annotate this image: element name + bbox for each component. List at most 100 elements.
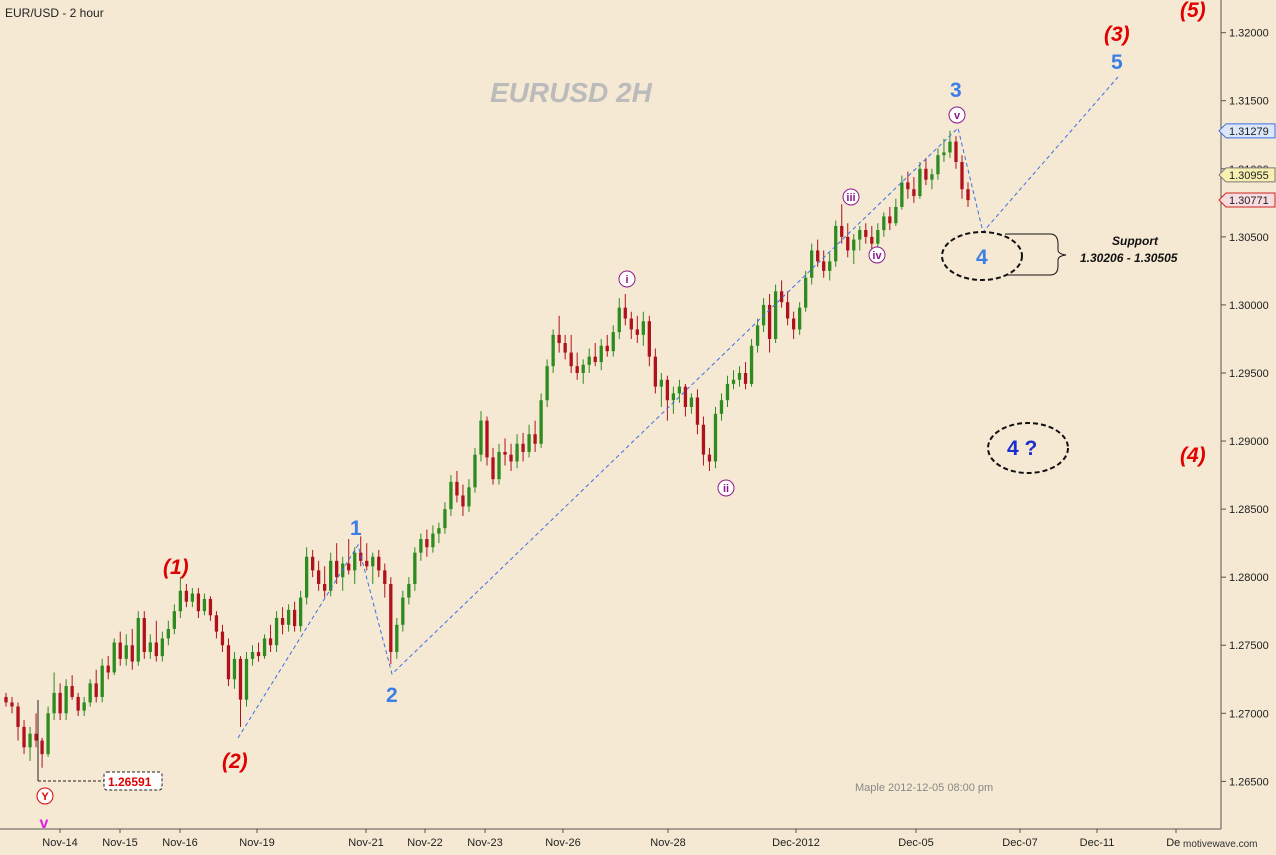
wave-minor-iv: iv	[868, 246, 886, 264]
svg-text:i: i	[625, 274, 628, 286]
candle-body	[274, 618, 279, 646]
candle-body	[539, 400, 543, 444]
candle-body	[196, 593, 201, 612]
candle-body	[365, 560, 369, 567]
y-tick-label: 1.29000	[1229, 436, 1269, 448]
candle-body	[894, 206, 898, 224]
candle-body	[659, 379, 664, 387]
candle-body	[906, 182, 910, 190]
x-tick-label: Dec-05	[898, 837, 933, 849]
alt-wave4-label: 4 ?	[1007, 437, 1037, 460]
candle-body	[852, 239, 856, 251]
candle-body	[124, 645, 128, 659]
candle-body	[701, 424, 706, 455]
candle-body	[479, 420, 483, 455]
candle-body	[154, 642, 158, 657]
candle-body	[262, 638, 267, 657]
chart-title: EUR/USD - 2 hour	[5, 6, 104, 20]
candle-body	[966, 189, 970, 201]
candle-body	[749, 345, 754, 384]
wave-blue-3: 3	[950, 79, 962, 102]
price-tag-label: 1.30771	[1229, 195, 1269, 207]
candle-body	[383, 570, 387, 584]
v-marker: v	[40, 815, 49, 832]
x-tick-label: Dec-07	[1002, 837, 1037, 849]
candle-body	[557, 334, 561, 344]
candle-body	[142, 618, 146, 653]
x-tick-label: Nov-15	[102, 837, 137, 849]
candle-body	[581, 364, 585, 373]
candle-body	[64, 686, 68, 714]
candle-body	[22, 726, 26, 748]
candle-body	[425, 539, 429, 548]
candle-body	[70, 686, 74, 697]
candle-body	[437, 528, 441, 534]
candle-body	[395, 624, 399, 653]
candle-body	[244, 658, 249, 700]
svg-text:ii: ii	[723, 483, 729, 495]
candle-body	[10, 702, 14, 707]
candle-body	[238, 658, 243, 700]
candle-body	[443, 509, 447, 529]
support-ellipse	[941, 231, 1023, 281]
candle-body	[521, 443, 525, 452]
candle-body	[828, 261, 832, 271]
candle-body	[389, 583, 393, 653]
candle-body	[316, 570, 321, 584]
candle-body	[190, 593, 195, 602]
candle-body	[347, 563, 351, 571]
wave-blue-2: 2	[386, 684, 398, 707]
candle-body	[671, 393, 676, 401]
candle-body	[503, 451, 507, 455]
alt-wave4-ellipse	[987, 422, 1069, 474]
candle-body	[100, 665, 104, 697]
y-tick-label: 1.26500	[1229, 776, 1269, 788]
candle-body	[804, 277, 808, 308]
candle-body	[948, 141, 952, 153]
candle-body	[689, 397, 694, 408]
candle-body	[653, 356, 658, 387]
candle-body	[449, 481, 453, 510]
wave-minor-iii: iii	[842, 188, 860, 206]
y-tick-label: 1.31500	[1229, 96, 1269, 108]
y-tick-label: 1.27500	[1229, 640, 1269, 652]
candle-body	[377, 556, 381, 571]
candle-body	[629, 318, 633, 330]
svg-text:iii: iii	[846, 192, 855, 204]
candle-body	[491, 457, 495, 480]
candle-body	[34, 733, 38, 741]
signature: motivewave.com	[1183, 839, 1257, 850]
candle-body	[329, 560, 333, 591]
wave-minor-i: i	[618, 270, 636, 288]
candle-body	[731, 379, 736, 384]
candle-body	[485, 420, 489, 458]
candle-body	[791, 318, 796, 330]
candle-body	[858, 230, 862, 240]
candle-body	[371, 556, 375, 567]
candle-body	[40, 740, 44, 755]
candle-body	[88, 683, 92, 703]
candle-body	[28, 733, 32, 748]
candle-body	[737, 372, 742, 380]
candle-body	[779, 291, 784, 303]
candle-body	[419, 539, 423, 553]
wave-red-1: (1)	[163, 556, 189, 579]
candle-body	[208, 598, 213, 616]
candle-body	[930, 174, 934, 180]
impulse-wave-line	[237, 76, 1119, 739]
candle-body	[82, 702, 86, 711]
candle-body	[797, 307, 802, 330]
candle-body	[810, 250, 814, 278]
candle-body	[605, 345, 609, 352]
candle-body	[304, 556, 309, 598]
watermark: EURUSD 2H	[490, 77, 653, 108]
candle-body	[545, 366, 549, 401]
candle-body	[268, 638, 273, 646]
candle-body	[298, 597, 303, 627]
candle-body	[623, 307, 627, 319]
candle-body	[286, 609, 291, 625]
y-tick-label: 1.30500	[1229, 232, 1269, 244]
candle-body	[497, 451, 501, 480]
